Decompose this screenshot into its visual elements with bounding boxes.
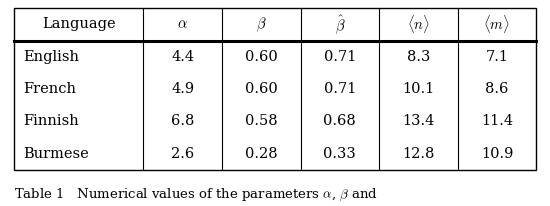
Text: 8.3: 8.3	[406, 50, 430, 64]
Text: 0.71: 0.71	[323, 50, 356, 64]
Text: 12.8: 12.8	[402, 147, 435, 161]
Text: Language: Language	[42, 18, 116, 31]
Text: 0.60: 0.60	[245, 82, 278, 96]
Text: $\hat{\beta}$: $\hat{\beta}$	[334, 13, 345, 36]
Text: $\alpha$: $\alpha$	[177, 18, 188, 31]
Text: 10.9: 10.9	[481, 147, 513, 161]
Text: French: French	[24, 82, 76, 96]
Text: 4.4: 4.4	[171, 50, 194, 64]
Text: $\langle n\rangle$: $\langle n\rangle$	[407, 13, 430, 35]
Text: 0.68: 0.68	[323, 115, 356, 128]
Text: 0.71: 0.71	[323, 82, 356, 96]
Text: $\langle m\rangle$: $\langle m\rangle$	[483, 13, 510, 35]
Text: 8.6: 8.6	[485, 82, 509, 96]
Text: English: English	[24, 50, 80, 64]
Text: 10.1: 10.1	[402, 82, 435, 96]
Text: $\beta$: $\beta$	[256, 15, 267, 34]
Text: 7.1: 7.1	[486, 50, 508, 64]
Text: 0.60: 0.60	[245, 50, 278, 64]
Text: 0.33: 0.33	[323, 147, 356, 161]
Text: 0.28: 0.28	[245, 147, 278, 161]
Bar	[14, 8, 536, 170]
Text: 2.6: 2.6	[171, 147, 194, 161]
Text: 4.9: 4.9	[171, 82, 194, 96]
Text: Finnish: Finnish	[24, 115, 79, 128]
Text: 13.4: 13.4	[402, 115, 435, 128]
Text: 11.4: 11.4	[481, 115, 513, 128]
Text: Burmese: Burmese	[24, 147, 90, 161]
Text: 0.58: 0.58	[245, 115, 278, 128]
Text: Table 1   Numerical values of the parameters $\alpha$, $\beta$ and: Table 1 Numerical values of the paramete…	[14, 186, 378, 203]
Text: 6.8: 6.8	[171, 115, 194, 128]
